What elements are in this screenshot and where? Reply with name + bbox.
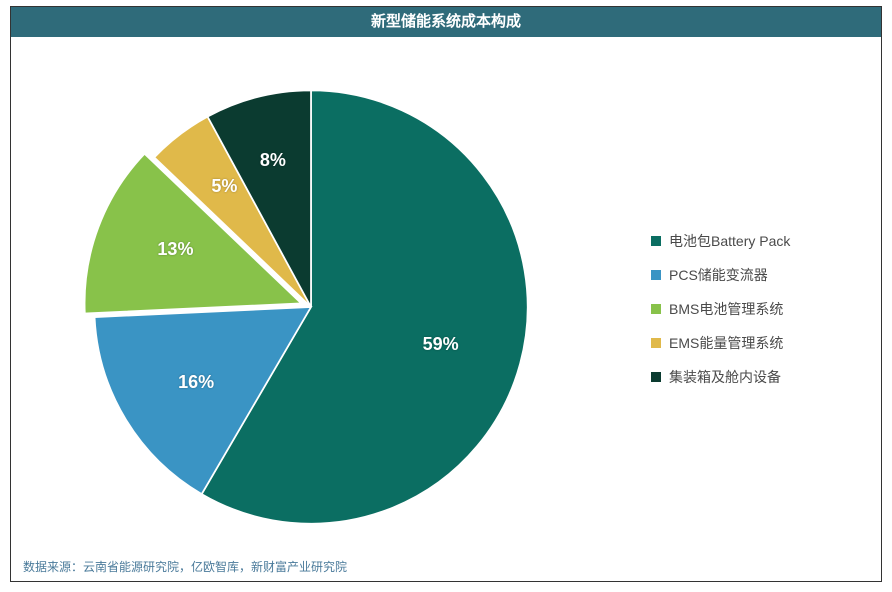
legend-label: 集装箱及舱内设备 bbox=[669, 367, 781, 387]
legend-label: BMS电池管理系统 bbox=[669, 299, 783, 319]
legend-item: PCS储能变流器 bbox=[651, 265, 861, 285]
legend-item: 电池包Battery Pack bbox=[651, 231, 861, 251]
legend: 电池包Battery Pack PCS储能变流器 BMS电池管理系统 EMS能量管理系… bbox=[651, 217, 861, 401]
chart-title: 新型储能系统成本构成 bbox=[11, 7, 881, 37]
legend-marker bbox=[651, 270, 661, 280]
data-source: 数据来源：云南省能源研究院，亿欧智库，新财富产业研究院 bbox=[23, 558, 347, 575]
chart-frame: 新型储能系统成本构成 59%16%13%5%8% 电池包Battery Pack… bbox=[10, 6, 882, 582]
chart-area: 59%16%13%5%8% 电池包Battery PackPCS储能变流器BMS… bbox=[11, 37, 881, 567]
legend-marker bbox=[651, 236, 661, 246]
legend-marker bbox=[651, 338, 661, 348]
legend-marker bbox=[651, 372, 661, 382]
pie-chart bbox=[51, 47, 571, 567]
legend-label: PCS储能变流器 bbox=[669, 265, 768, 285]
legend-label: EMS能量管理系统 bbox=[669, 333, 783, 353]
legend-marker bbox=[651, 304, 661, 314]
legend-item: BMS电池管理系统 bbox=[651, 299, 861, 319]
legend-label: 电池包Battery Pack bbox=[669, 231, 790, 251]
legend-item: 集装箱及舱内设备 bbox=[651, 367, 861, 387]
legend-item: EMS能量管理系统 bbox=[651, 333, 861, 353]
